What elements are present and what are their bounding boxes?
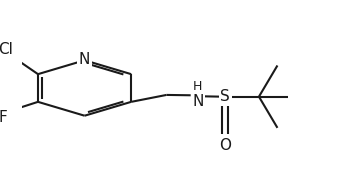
Text: N: N xyxy=(192,94,203,109)
Text: S: S xyxy=(220,89,230,104)
Text: O: O xyxy=(219,138,231,153)
Text: N: N xyxy=(79,52,90,67)
Text: H: H xyxy=(193,80,202,93)
Text: F: F xyxy=(0,110,7,125)
Text: Cl: Cl xyxy=(0,42,13,56)
